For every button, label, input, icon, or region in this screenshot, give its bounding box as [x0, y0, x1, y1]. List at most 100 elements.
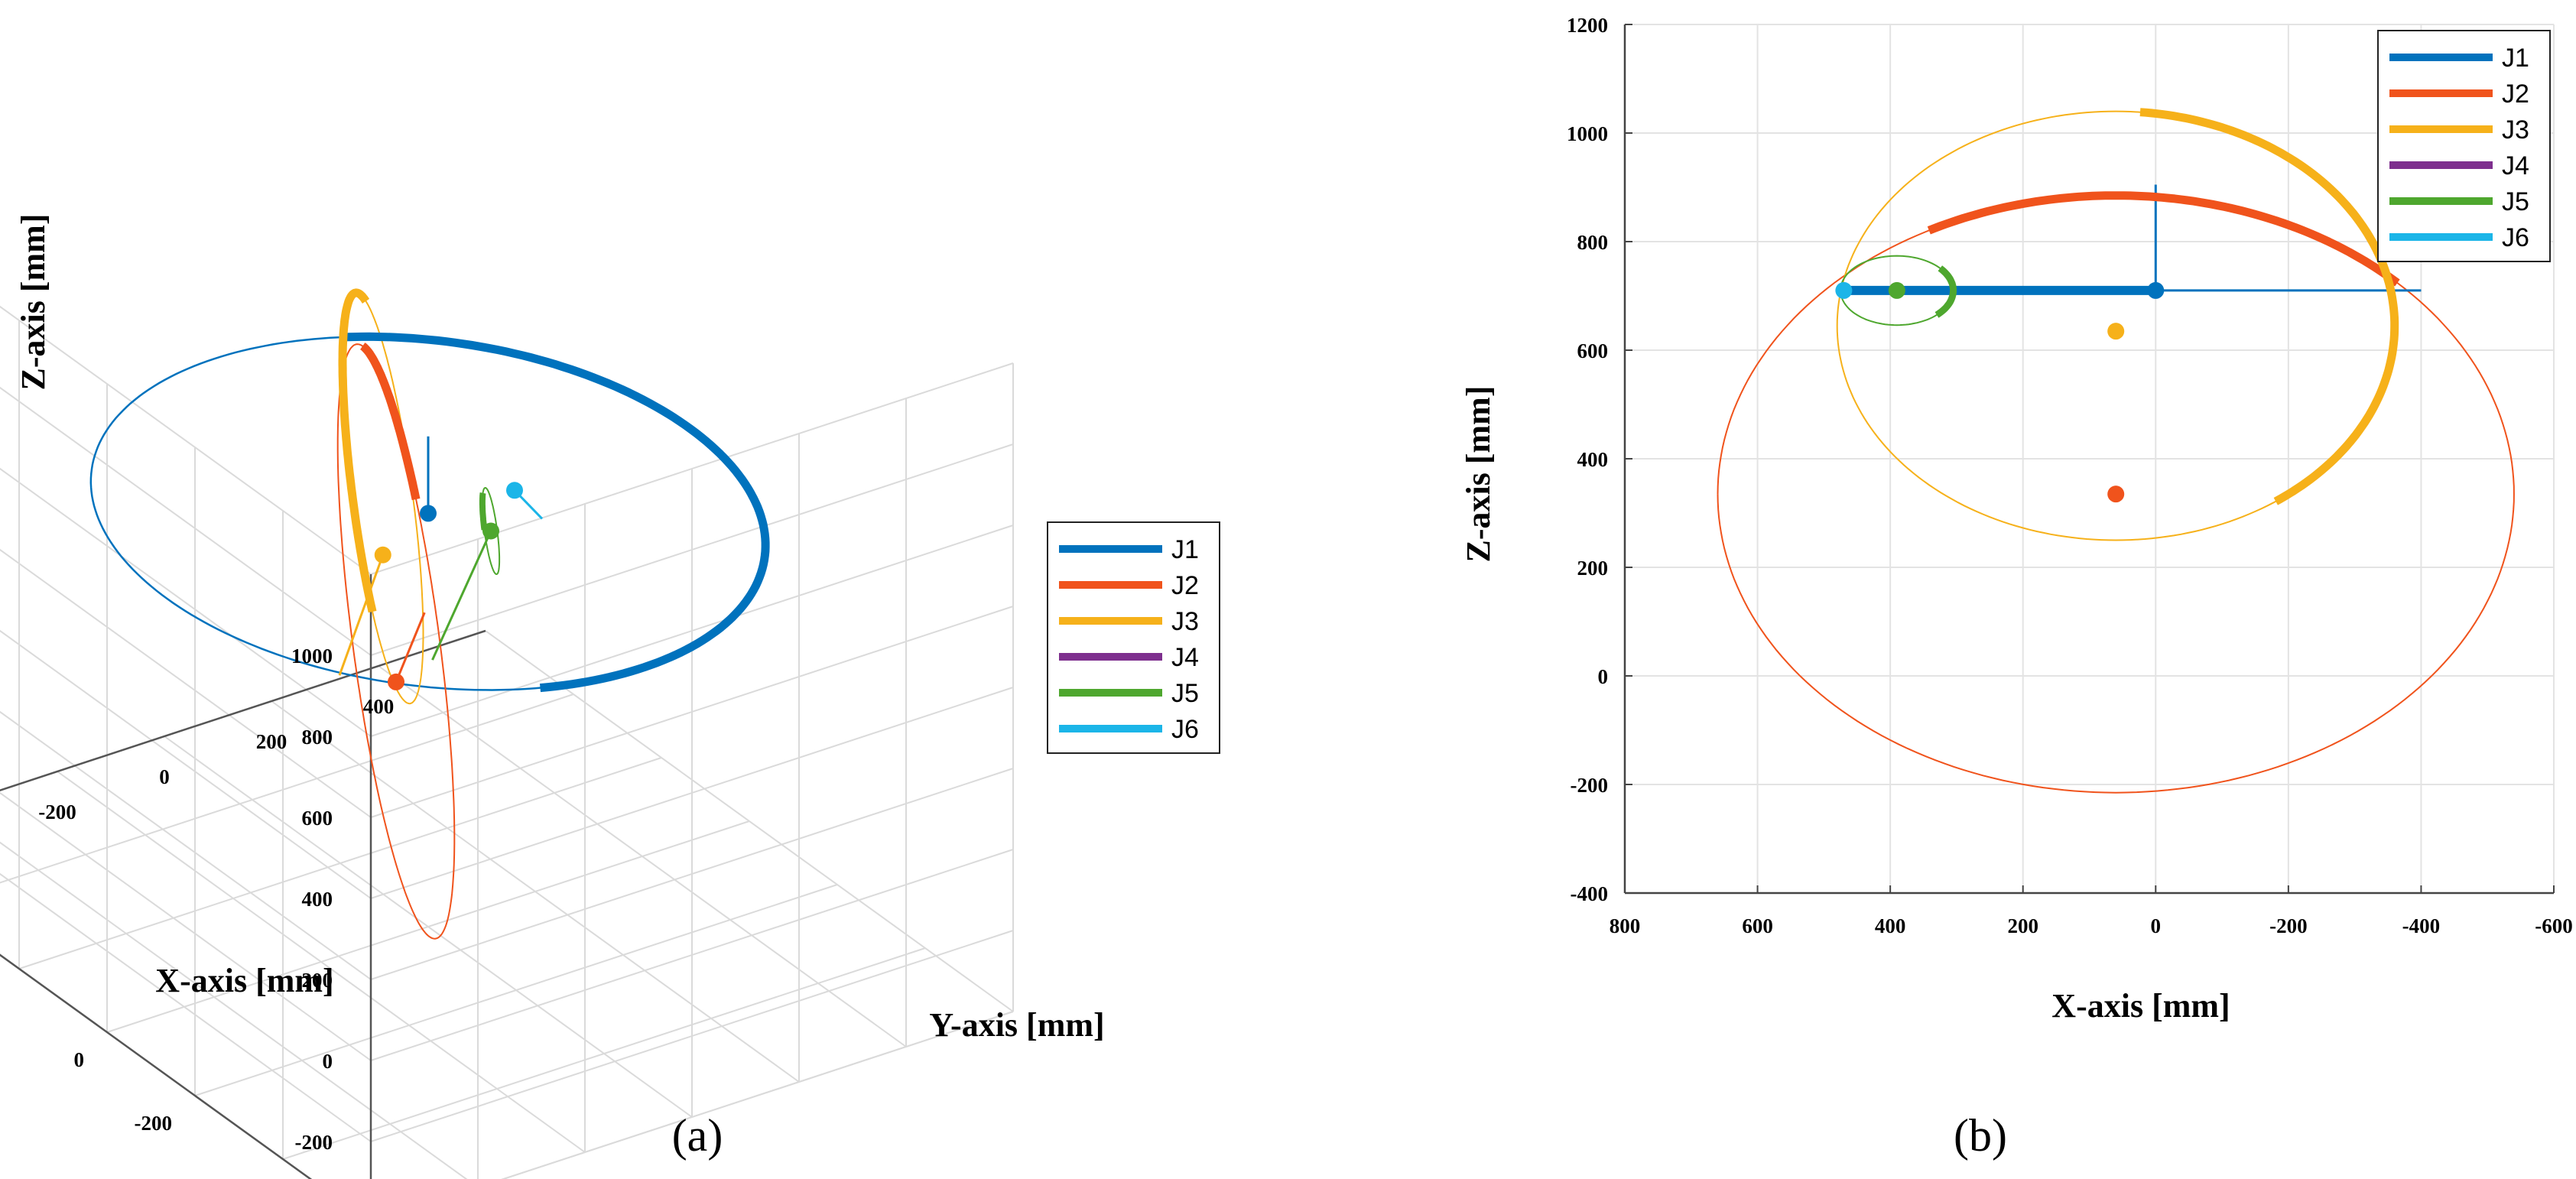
panel-a-legend-box [1047, 521, 1220, 754]
panel-b-caption: (b) [1954, 1110, 2007, 1161]
panel-b-2d-plot: 800 600 400 200 0 -200 -400 -600 -400 -200 0 200 400… [1460, 14, 2573, 1161]
panel-a-3d-plot: -400-20002004006008001000-400-2000200400… [0, 214, 1220, 1179]
panel-a-grid [0, 305, 1014, 1179]
panel-b-x-label: X-axis [mm] [2051, 987, 2230, 1025]
panel-b-y-tick-label: 600 [1577, 339, 1609, 362]
panel-a-wall-grid [0, 467, 372, 737]
panel-b-y-tick-label: -400 [1571, 882, 1609, 905]
panel-a-legend-label: J1 [1171, 535, 1199, 564]
panel-b-x-tick-label: -600 [2535, 914, 2573, 937]
panel-a-joint-marker [374, 546, 391, 564]
panel-a-x-tick-label: -400 [223, 1175, 261, 1179]
panel-a-y-tick-label: 0 [159, 765, 170, 788]
panel-a-wall-grid [0, 386, 372, 656]
panel-b-x-tick-label: -400 [2402, 914, 2441, 937]
panel-a-wall-grid [370, 768, 1014, 980]
panel-b-joint-marker [1888, 281, 1905, 299]
panel-a-floor-grid [378, 665, 907, 1047]
panel-a-x-tick-label: 0 [74, 1048, 85, 1071]
panel-b-x-tick-label: 400 [1875, 914, 1906, 937]
panel-a-legend-label: J2 [1171, 571, 1199, 600]
panel-b-legend-label: J1 [2502, 44, 2529, 73]
panel-a-floor-grid [0, 841, 468, 1179]
panel-b-y-tick-label: 800 [1577, 231, 1609, 254]
panel-b-y-tick-label: -200 [1571, 774, 1609, 797]
panel-b-legend-label: J6 [2502, 223, 2529, 252]
panel-a-wall-grid [370, 687, 1014, 899]
panel-a-z-tick-label: 1000 [291, 645, 333, 667]
panel-b-y-tick-label: 400 [1577, 448, 1609, 471]
panel-a-y-tick-label: -200 [38, 801, 76, 823]
panel-a-ticks: -400-20002004006008001000-400-2000200400… [38, 645, 395, 1179]
panel-b-joint-marker [1835, 281, 1853, 299]
panel-b-j2-motion [1927, 191, 2400, 287]
panel-a-z-tick-label: 600 [302, 807, 333, 830]
panel-a-wall-grid [370, 606, 1014, 818]
panel-b-y-tick-label: 1200 [1567, 14, 1608, 37]
panel-a-j2-motion [359, 342, 421, 501]
panel-a-y-axis-line [0, 629, 486, 791]
panel-a-wall-grid [370, 525, 1014, 737]
panel-a-j3-axis [338, 554, 385, 676]
panel-a-legend-label: J5 [1171, 679, 1199, 708]
panel-b-j2-path [1717, 194, 2515, 794]
panel-b-legend: J1 J2 J3 J4 J5 J6 [2377, 30, 2551, 262]
panel-a-joint-marker [482, 522, 499, 540]
panel-a-joint-marker [388, 673, 404, 690]
panel-a-z-tick-label: 400 [302, 888, 333, 911]
panel-a-wall-grid [0, 305, 372, 575]
panel-a-floor-grid [57, 771, 586, 1153]
panel-a-floor-grid [164, 736, 693, 1118]
panel-b-legend-label: J4 [2502, 151, 2529, 180]
panel-a-floor-grid [0, 693, 574, 884]
panel-a-joint-marker [506, 482, 523, 499]
panel-b-x-tick-label: -200 [2269, 914, 2308, 937]
panel-b-j3-motion [2139, 108, 2399, 505]
panel-b-x-tick-label: 800 [1610, 914, 1641, 937]
panel-b-z-label: Z-axis [mm] [1460, 386, 1497, 563]
panel-a-wall-grid [370, 849, 1014, 1061]
panel-a-j1-motion [344, 332, 770, 693]
panel-a-joint-marker [420, 505, 437, 522]
panel-a-legend-label: J3 [1171, 607, 1199, 636]
panel-b-legend-label: J3 [2502, 115, 2529, 145]
panel-a-y-tick-label: 200 [256, 730, 287, 753]
panel-b-x-tick-label: 600 [1742, 914, 1773, 937]
panel-b-ticks: 800 600 400 200 0 -200 -400 -600 -400 -200 0 200 400… [1567, 14, 2573, 937]
panel-a-y-tick-label: 400 [363, 695, 395, 718]
panel-b-j5-motion [1934, 265, 1957, 318]
panel-a-z-tick-label: 0 [323, 1050, 333, 1073]
panel-a-caption: (a) [672, 1110, 723, 1161]
panel-a-wall-grid [0, 872, 372, 1142]
panel-b-x-tick-label: 200 [2007, 914, 2038, 937]
panel-b-y-tick-label: 200 [1577, 557, 1609, 580]
panel-a-floor-grid [485, 630, 1014, 1012]
panel-a-j5-path [481, 486, 501, 576]
panel-a-x-tick-label: -200 [135, 1112, 173, 1135]
panel-b-joint-marker [2107, 323, 2125, 340]
panel-a-wall-grid [0, 791, 372, 1061]
panel-b-legend-box [2377, 30, 2551, 262]
panel-b-y-tick-label: 1000 [1567, 122, 1608, 145]
panel-a-j5-axis [431, 530, 492, 661]
panel-a-x-label: X-axis [mm] [155, 962, 333, 999]
panel-a-z-label: Z-axis [mm] [15, 214, 52, 391]
panel-b-legend-label: J5 [2502, 187, 2529, 216]
panel-a-legend: J1 J2 J3 J4 J5 J6 [1047, 521, 1220, 754]
panel-a-wall-grid [501, 1011, 1014, 1179]
panel-a-legend-label: J4 [1171, 643, 1199, 672]
panel-a-wall-grid [0, 710, 372, 980]
panel-a-j3-motion [338, 288, 377, 613]
panel-a-j5-motion [479, 492, 488, 531]
panel-a-z-tick-label: 200 [302, 969, 333, 992]
panel-a-floor-grid [271, 700, 800, 1083]
panel-a-z-tick-label: 800 [302, 726, 333, 749]
panel-b-joint-marker [2147, 281, 2165, 299]
panel-a-x-axis-line [0, 953, 313, 1179]
panel-a-series [89, 288, 770, 940]
panel-b-x-tick-label: 0 [2151, 914, 2162, 937]
panel-b-grid [1623, 24, 2555, 895]
panel-a-z-tick-label: -200 [295, 1131, 333, 1154]
panel-a-wall-grid [370, 930, 1014, 1142]
